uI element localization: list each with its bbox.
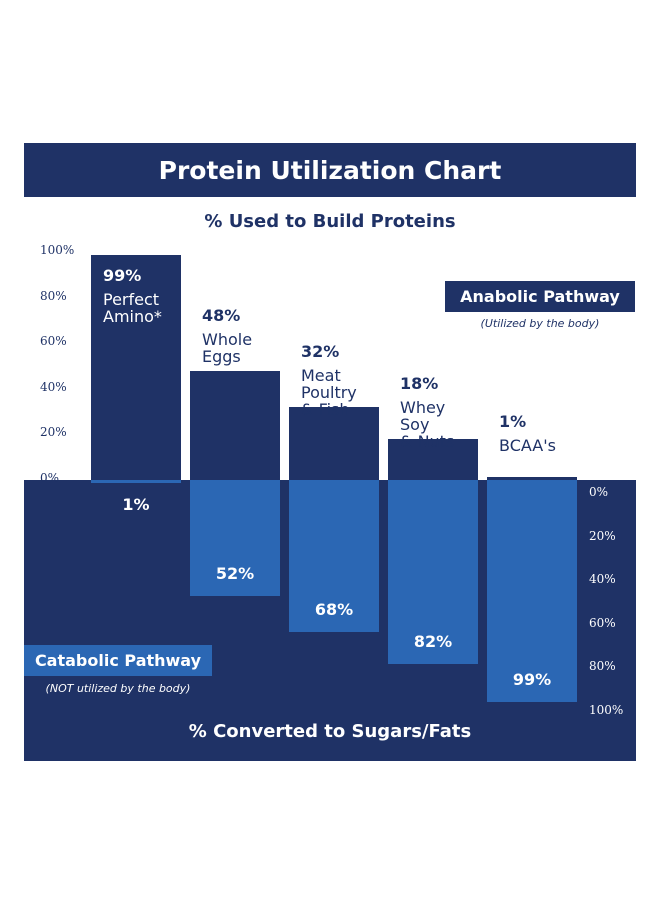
right-tick-label: 60% <box>589 615 616 630</box>
anabolic-bar <box>91 255 181 480</box>
category-label: & Nuts <box>400 432 455 452</box>
left-tick-label: 0% <box>40 470 60 485</box>
catabolic-bar <box>487 480 577 702</box>
catabolic-pathway-note: (NOT utilized by the body) <box>45 682 191 695</box>
category-label: Amino* <box>103 307 162 327</box>
anabolic-bar-label: 48% Whole Eggs <box>202 307 252 365</box>
catabolic-pathway-legend: Catabolic Pathway <box>24 645 212 676</box>
chart-title: Protein Utilization Chart <box>24 143 636 197</box>
category-label: & Fish <box>301 400 350 420</box>
left-tick-label: 100% <box>40 243 75 257</box>
catabolic-value-label: 1% <box>122 495 150 514</box>
right-tick-label: 100% <box>589 702 624 717</box>
left-tick-label: 20% <box>40 425 67 439</box>
bottom-axis-title: % Converted to Sugars/Fats <box>188 721 472 742</box>
anabolic-bar-label: 32% Meat Poultry & Fish <box>301 343 357 418</box>
left-tick-label: 80% <box>40 288 67 303</box>
catabolic-value-label: 99% <box>512 669 552 689</box>
anabolic-value-label: 1% <box>499 412 527 431</box>
anabolic-bar <box>487 477 577 480</box>
anabolic-bar-label: 1% BCAA's <box>499 413 556 454</box>
category-label: Eggs <box>202 347 241 367</box>
right-tick-label: 80% <box>589 659 616 673</box>
catabolic-bar <box>388 480 478 664</box>
left-tick-label: 60% <box>40 334 67 348</box>
anabolic-value-label: 99% <box>103 266 142 286</box>
anabolic-bar <box>289 407 379 480</box>
category-label: Soy <box>400 415 430 435</box>
anabolic-bar <box>388 439 478 480</box>
category-label: Whole <box>202 330 253 350</box>
catabolic-bar <box>289 480 379 633</box>
protein-utilization-chart: Protein Utilization Chart % Used to Buil… <box>24 143 636 761</box>
category-label: Poultry <box>301 383 357 403</box>
catabolic-bar <box>190 480 280 597</box>
category-label: Meat <box>301 366 341 386</box>
catabolic-value-label: 52% <box>215 564 255 584</box>
top-axis-title: % Used to Build Proteins <box>204 211 456 232</box>
anabolic-value-label: 48% <box>202 306 241 326</box>
anabolic-value-label: 18% <box>400 374 439 394</box>
anabolic-bar-label: 18% Whey Soy & Nuts <box>400 375 454 450</box>
catabolic-bar <box>91 480 181 483</box>
left-tick-label: 40% <box>40 379 67 394</box>
right-tick-label: 0% <box>589 485 609 499</box>
anabolic-bar-label: 99% Perfect Amino* <box>103 267 162 325</box>
anabolic-pathway-note: (Utilized by the body) <box>480 317 600 330</box>
anabolic-bar <box>190 371 280 480</box>
anabolic-pathway-legend: Anabolic Pathway <box>445 281 635 312</box>
catabolic-value-label: 82% <box>413 631 453 651</box>
category-label: BCAA's <box>499 436 556 455</box>
anabolic-value-label: 32% <box>301 342 340 362</box>
catabolic-value-label: 68% <box>314 600 354 620</box>
category-label: Whey <box>400 398 446 418</box>
right-tick-label: 40% <box>589 572 616 586</box>
right-tick-label: 20% <box>589 528 616 543</box>
category-label: Perfect <box>103 290 160 310</box>
